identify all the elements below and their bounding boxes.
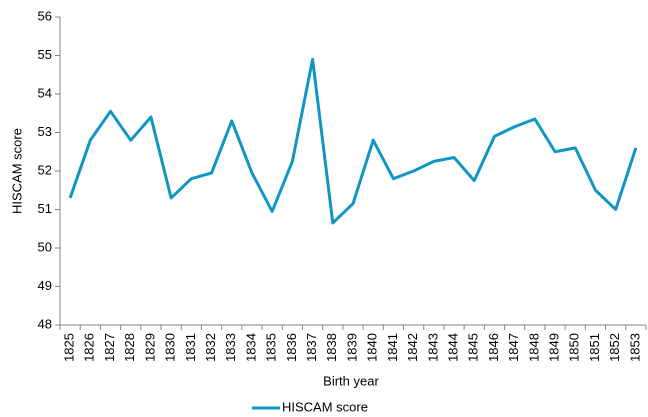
x-tick-label: 1842: [405, 333, 420, 362]
x-tick-label: 1846: [486, 333, 501, 362]
x-tick-label: 1847: [506, 333, 521, 362]
y-tick-label: 54: [38, 85, 52, 100]
x-tick-label: 1838: [324, 333, 339, 362]
x-tick-label: 1828: [122, 333, 137, 362]
x-tick-label: 1832: [203, 333, 218, 362]
x-tick-label: 1844: [445, 333, 460, 362]
x-tick-label: 1850: [567, 333, 582, 362]
x-tick-label: 1848: [526, 333, 541, 362]
y-tick-label: 56: [38, 8, 52, 23]
line: [68, 57, 638, 225]
y-tick-label: 53: [38, 124, 52, 139]
x-tick-label: 1826: [82, 333, 97, 362]
x-tick-label: 1849: [547, 333, 562, 362]
x-tick-label: 1839: [344, 333, 359, 362]
x-tick-label: 1831: [183, 333, 198, 362]
x-tick-label: 1837: [304, 333, 319, 362]
x-tick-label: 1851: [587, 333, 602, 362]
x-tick-label: 1835: [264, 333, 279, 362]
x-tick-label: 1827: [102, 333, 117, 362]
x-tick-label: 1852: [607, 333, 622, 362]
y-tick-label: 51: [38, 201, 52, 216]
y-tick-label: 48: [38, 316, 52, 331]
x-tick-label: 1843: [425, 333, 440, 362]
x-tick-label: 1825: [62, 333, 77, 362]
x-tick-label: 1840: [365, 333, 380, 362]
x-tick-label: 1845: [466, 333, 481, 362]
x-tick-label: 1853: [627, 333, 642, 362]
y-axis-title: HISCAM score: [9, 128, 24, 214]
y-tick-label: 50: [38, 239, 52, 254]
x-tick-label: 1833: [223, 333, 238, 362]
legend-label: HISCAM score: [282, 399, 368, 414]
y-tick-label: 55: [38, 47, 52, 62]
x-tick-label: 1829: [142, 333, 157, 362]
y-tick-label: 49: [38, 278, 52, 293]
x-tick-label: 1834: [243, 333, 258, 362]
x-tick-label: 1836: [284, 333, 299, 362]
x-tick-label: 1841: [385, 333, 400, 362]
x-tick-label: 1830: [163, 333, 178, 362]
y-tick-label: 52: [38, 162, 52, 177]
x-axis-title: Birth year: [323, 373, 379, 388]
